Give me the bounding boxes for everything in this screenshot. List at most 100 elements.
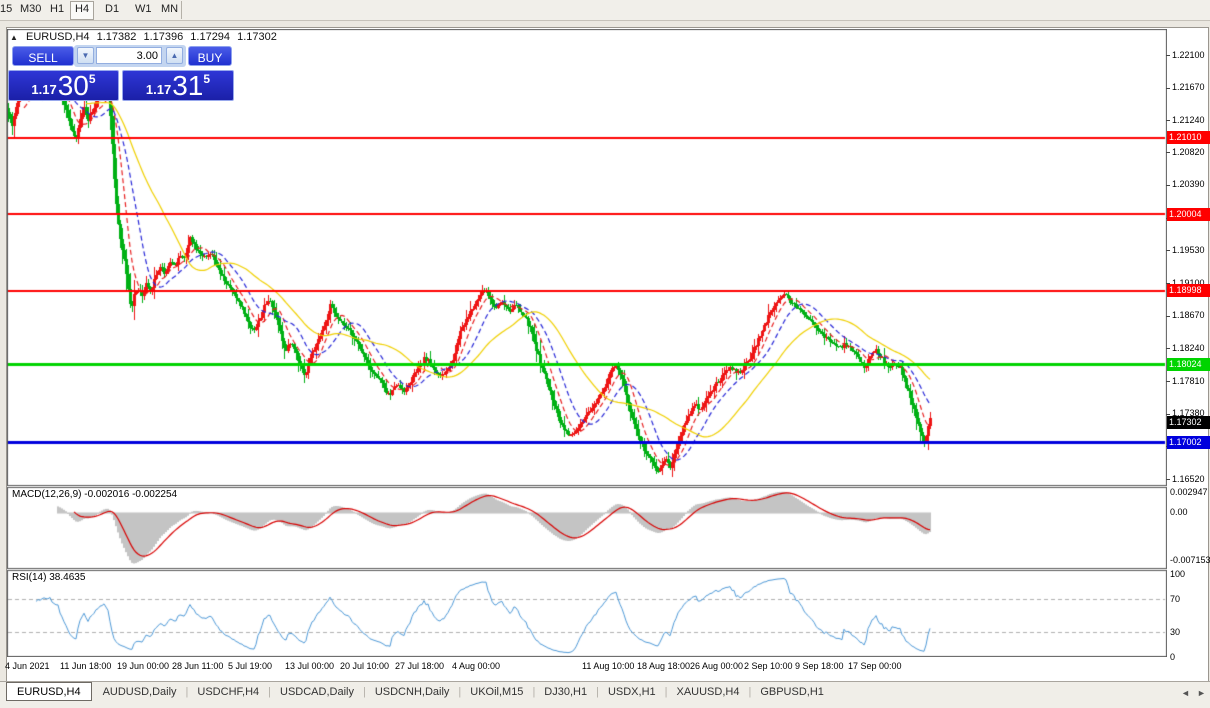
tab-ukoil-m15[interactable]: UKOil,M15 xyxy=(470,686,524,698)
time-axis-label: 11 Jun 18:00 xyxy=(60,661,112,671)
time-axis-label: 4 Aug 00:00 xyxy=(452,661,501,671)
sell-price-prefix: 1.17 xyxy=(31,82,57,97)
chart-tab-bar: EURUSD,H4 AUDUSD,Daily | USDCHF,H4 | USDCAD,D… xyxy=(0,681,1210,708)
volume-increase-button[interactable]: ▲ xyxy=(166,47,183,64)
rsi-axis-label: 70 xyxy=(1170,593,1181,604)
hline-price-tag[interactable]: 1.20004 xyxy=(1167,207,1210,221)
sell-price-pip: 5 xyxy=(88,72,96,86)
timeframe-button-h1[interactable]: H1 xyxy=(50,3,65,15)
tab-eurusd-h4[interactable]: EURUSD,H4 xyxy=(6,682,92,701)
time-axis-label: 4 Jun 2021 xyxy=(5,661,50,671)
tab-scroll-right-icon[interactable]: ► xyxy=(1197,688,1206,698)
macd-axis-label: 0.002947 xyxy=(1170,486,1208,497)
tab-dj30-h1[interactable]: DJ30,H1 xyxy=(544,686,588,698)
time-axis-label: 19 Jun 00:00 xyxy=(117,661,170,671)
chart-canvas[interactable] xyxy=(7,29,1167,657)
time-axis-label: 18 Aug 18:00 xyxy=(637,661,691,671)
toolbar-separator xyxy=(181,1,182,19)
tab-separator: | xyxy=(362,686,366,698)
sell-price-box[interactable]: 1.17 30 5 xyxy=(8,70,119,101)
price-axis-tick xyxy=(1166,315,1170,317)
price-axis-tick xyxy=(1166,55,1170,56)
volume-decrease-button[interactable]: ▼ xyxy=(77,47,94,64)
rsi-axis-label: 100 xyxy=(1170,569,1186,579)
price-axis-label: 1.21670 xyxy=(1172,82,1205,93)
hline-price-tag[interactable]: 1.21010 xyxy=(1167,131,1210,145)
macd-axis-label: -0.007153 xyxy=(1170,554,1210,565)
timeframe-button-w1[interactable]: W1 xyxy=(135,3,152,15)
buy-button[interactable]: BUY xyxy=(188,46,232,66)
price-axis-label: 1.19530 xyxy=(1172,244,1205,255)
tab-separator: | xyxy=(458,686,462,698)
buy-price-main: 31 xyxy=(172,70,204,101)
tab-usdx-h1[interactable]: USDX,H1 xyxy=(607,686,656,698)
buy-price-prefix: 1.17 xyxy=(145,82,172,97)
timeframe-button-h4[interactable]: H4 xyxy=(70,1,95,20)
rsi-axis-label: 30 xyxy=(1170,626,1181,637)
tab-separator: | xyxy=(748,686,752,698)
price-axis-tick xyxy=(1166,184,1170,186)
buy-price-box[interactable]: 1.17 31 5 xyxy=(122,70,234,101)
tab-separator: | xyxy=(532,686,536,698)
chart-title: ▲ EURUSD,H4 1.17382 1.17396 1.17294 1.17… xyxy=(10,31,281,43)
chart-symbol-label: EURUSD,H4 xyxy=(25,31,90,43)
price-axis-tick xyxy=(1166,120,1170,122)
price-axis-label: 1.16520 xyxy=(1172,473,1205,484)
volume-spinner: ▼ 3.00 ▲ xyxy=(74,45,186,67)
tab-scroll-left-icon[interactable]: ◄ xyxy=(1181,688,1190,698)
tab-separator: | xyxy=(268,686,271,698)
volume-input[interactable]: 3.00 xyxy=(96,47,162,64)
price-axis-tick xyxy=(1166,381,1170,383)
timeframe-toolbar: 15 M30 H1 H4 D1 W1 MN xyxy=(0,0,1210,21)
one-click-trade-panel: SELL ▼ 3.00 ▲ BUY 1.17 30 5 1.17 31 5 xyxy=(8,45,234,101)
time-axis-label: 28 Jun 11:00 xyxy=(172,661,224,671)
time-axis-label: 17 Sep 00:00 xyxy=(848,661,902,671)
tab-xauusd-h4[interactable]: XAUUSD,H4 xyxy=(676,686,740,698)
time-axis-label: 27 Jul 18:00 xyxy=(395,661,445,671)
time-axis-label: 9 Sep 18:00 xyxy=(795,661,844,671)
price-axis-label: 1.22100 xyxy=(1172,49,1205,60)
price-axis-tick xyxy=(1166,479,1170,481)
current-price-tag: 1.17302 xyxy=(1167,415,1210,429)
hline-price-tag[interactable]: 1.17002 xyxy=(1167,435,1210,449)
sell-button[interactable]: SELL xyxy=(12,46,74,66)
price-axis-label: 1.19100 xyxy=(1172,277,1205,288)
price-axis-label: 1.17810 xyxy=(1172,375,1205,386)
time-axis-label: 13 Jul 00:00 xyxy=(285,661,335,671)
price-axis-label: 1.18240 xyxy=(1172,342,1205,353)
tab-audusd-daily[interactable]: AUDUSD,Daily xyxy=(102,686,177,698)
time-axis-label: 26 Aug 00:00 xyxy=(690,661,744,671)
time-axis-label: 2 Sep 10:00 xyxy=(744,661,793,671)
price-axis-label: 1.21240 xyxy=(1172,114,1205,125)
tab-usdcad-daily[interactable]: USDCAD,Daily xyxy=(280,686,354,698)
price-axis-tick xyxy=(1166,283,1170,284)
tab-gbpusd-h1[interactable]: GBPUSD,H1 xyxy=(760,686,824,698)
collapse-trade-panel-icon[interactable]: ▲ xyxy=(10,33,18,42)
rsi-indicator-label: RSI(14) 38.4635 xyxy=(12,572,86,583)
tab-usdchf-h4[interactable]: USDCHF,H4 xyxy=(197,686,260,698)
tab-separator: | xyxy=(185,686,189,698)
price-axis-label: 1.18670 xyxy=(1172,310,1205,321)
ohlc-open: 1.17382 xyxy=(96,31,137,43)
tab-separator: | xyxy=(664,686,668,698)
macd-axis-label: 0.00 xyxy=(1170,506,1188,517)
price-axis-tick xyxy=(1166,152,1170,154)
timeframe-button-mn[interactable]: MN xyxy=(161,3,179,15)
buy-price-pip: 5 xyxy=(203,72,211,86)
price-axis-tick xyxy=(1166,413,1170,415)
timeframe-button-15[interactable]: 15 xyxy=(0,3,13,15)
ohlc-high: 1.17396 xyxy=(143,31,184,43)
hline-price-tag[interactable]: 1.18998 xyxy=(1167,284,1210,298)
timeframe-button-d1[interactable]: D1 xyxy=(105,3,120,15)
hline-price-tag[interactable]: 1.18024 xyxy=(1167,358,1210,372)
tab-separator: | xyxy=(596,686,599,698)
timeframe-button-m30[interactable]: M30 xyxy=(20,3,42,15)
ohlc-close: 1.17302 xyxy=(237,31,277,43)
price-axis-label: 1.20820 xyxy=(1172,146,1205,157)
rsi-axis-label: 0 xyxy=(1170,651,1176,662)
tab-usdcnh-daily[interactable]: USDCNH,Daily xyxy=(374,686,450,698)
macd-indicator-label: MACD(12,26,9) -0.002016 -0.002254 xyxy=(12,489,178,500)
price-axis-tick xyxy=(1166,250,1170,252)
price-axis-tick xyxy=(1166,87,1170,89)
